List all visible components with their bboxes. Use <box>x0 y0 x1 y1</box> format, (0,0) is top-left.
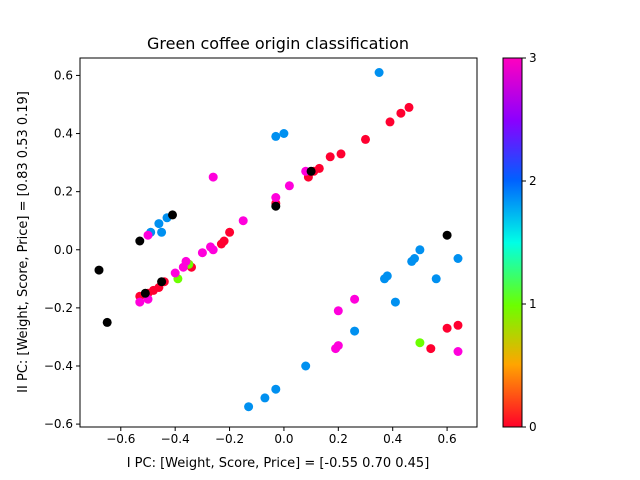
data-point-s3-11 <box>271 193 281 202</box>
data-point-s2-2 <box>157 227 167 237</box>
data-point-s2-14 <box>390 297 400 307</box>
x-axis-label: I PC: [Weight, Score, Price] = [-0.55 0.… <box>127 456 430 471</box>
data-point-s3-3 <box>170 268 180 278</box>
data-point-s0-8 <box>219 236 229 246</box>
colorbar <box>502 57 523 428</box>
colorbar-tick-label: 3 <box>529 51 537 65</box>
data-point-s3-8 <box>208 245 218 255</box>
colorbar-tick-label: 1 <box>529 297 537 311</box>
points-layer <box>94 68 463 412</box>
data-point-s4-1 <box>102 317 112 327</box>
y-axis-label: II PC: [Weight, Score, Price] = [0.83 0.… <box>16 91 31 393</box>
data-point-s2-8 <box>410 254 419 263</box>
y-tick-label: 0.4 <box>54 127 73 141</box>
data-point-s3-6 <box>197 248 207 258</box>
colorbar-tick-label: 0 <box>529 420 537 434</box>
data-point-s3-0 <box>135 297 145 307</box>
data-point-s2-5 <box>279 129 289 138</box>
data-point-s3-17 <box>333 341 343 351</box>
data-point-s2-15 <box>350 326 360 336</box>
x-tick-label: −0.4 <box>161 432 190 446</box>
data-point-s4-8 <box>442 230 452 240</box>
data-point-s2-13 <box>382 271 392 281</box>
data-point-s3-12 <box>284 181 294 191</box>
data-point-s2-4 <box>271 131 281 141</box>
plot-frame <box>79 57 478 428</box>
data-point-s0-18 <box>396 108 406 118</box>
data-point-s0-14 <box>325 152 335 162</box>
data-point-s3-5 <box>181 256 191 266</box>
chart-title: Green coffee origin classification <box>147 34 409 53</box>
data-point-s2-16 <box>301 361 311 371</box>
y-tick-label: 0.2 <box>54 185 73 199</box>
data-point-s0-21 <box>453 320 463 330</box>
data-point-s2-9 <box>415 245 425 255</box>
data-point-s4-4 <box>157 277 167 287</box>
data-point-s3-10 <box>238 216 248 226</box>
y-tick-label: −0.2 <box>44 301 73 315</box>
data-point-s0-16 <box>361 134 370 144</box>
data-point-s2-17 <box>271 384 281 394</box>
data-point-s2-6 <box>374 68 384 77</box>
data-point-s3-9 <box>208 172 218 182</box>
y-axis: −0.6 −0.4 −0.2 0.0 0.2 0.4 0.6 <box>44 68 80 431</box>
data-point-s1-2 <box>415 338 425 348</box>
data-point-s0-20 <box>442 323 452 333</box>
data-point-s2-10 <box>431 274 441 284</box>
x-axis: −0.6 −0.4 −0.2 0.0 0.2 0.4 0.6 <box>106 427 457 446</box>
x-tick-label: −0.2 <box>215 432 244 446</box>
data-point-s4-6 <box>271 201 281 211</box>
colorbar-ticks: 0 1 2 3 <box>522 51 537 434</box>
data-point-s0-17 <box>385 117 395 127</box>
y-tick-label: −0.4 <box>44 359 73 373</box>
data-point-s3-14 <box>350 294 360 304</box>
colorbar-tick-label: 2 <box>529 174 537 188</box>
y-tick-label: 0.6 <box>54 68 73 82</box>
data-point-s3-2 <box>143 230 153 240</box>
data-point-s3-15 <box>333 306 343 316</box>
data-point-s0-13 <box>314 163 324 173</box>
x-tick-label: 0.2 <box>329 432 348 446</box>
y-tick-label: 0.0 <box>54 243 73 257</box>
data-point-s2-18 <box>260 393 270 403</box>
data-point-s3-18 <box>453 347 463 356</box>
data-point-s4-7 <box>306 166 316 176</box>
data-point-s0-19 <box>404 102 414 112</box>
x-tick-label: −0.6 <box>106 432 135 446</box>
data-point-s4-2 <box>135 236 145 246</box>
data-point-s2-19 <box>244 402 254 412</box>
data-point-s0-9 <box>225 227 235 237</box>
data-point-s2-1 <box>154 219 164 229</box>
x-tick-label: 0.6 <box>438 432 457 446</box>
y-tick-label: −0.6 <box>44 417 73 431</box>
data-point-s4-0 <box>94 265 104 275</box>
data-point-s4-3 <box>140 288 150 298</box>
data-point-s0-22 <box>426 344 436 354</box>
data-point-s4-5 <box>168 210 177 220</box>
data-point-s2-11 <box>453 254 463 263</box>
x-tick-label: 0.0 <box>274 432 293 446</box>
x-tick-label: 0.4 <box>383 432 402 446</box>
data-point-s0-15 <box>336 149 346 159</box>
